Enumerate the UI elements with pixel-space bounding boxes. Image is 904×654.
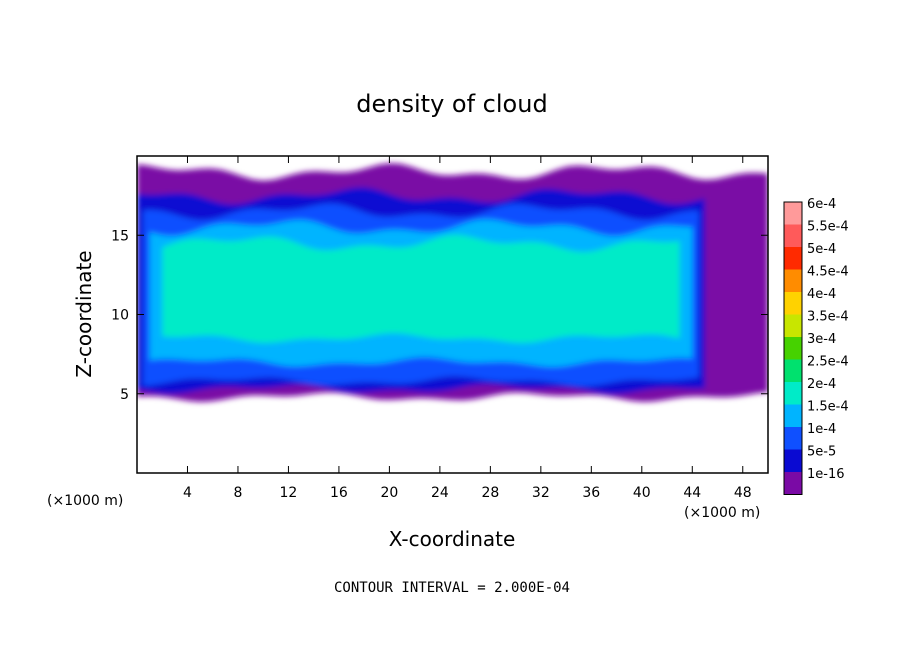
y-axis-label: Z-coordinate: [72, 250, 96, 377]
colorbar-swatch: [784, 382, 802, 405]
cloud-region-2e-4: [162, 234, 680, 344]
x-tick-label: 44: [683, 485, 701, 501]
x-tick-label: 20: [380, 485, 398, 501]
colorbar-swatch: [784, 404, 802, 427]
colorbar-label: 3e-4: [807, 332, 836, 347]
x-tick-label: 16: [330, 485, 348, 501]
colorbar-label: 1e-16: [807, 467, 845, 482]
x-tick-label: 40: [633, 485, 651, 501]
colorbar-label: 5.5e-4: [807, 220, 849, 235]
y-tick-label: 15: [111, 228, 129, 244]
colorbar-swatch: [784, 472, 802, 495]
colorbar-label: 2.5e-4: [807, 355, 849, 370]
chart-title: density of cloud: [356, 90, 547, 118]
colorbar-label: 3.5e-4: [807, 310, 849, 325]
x-axis: 4 8 12 16 20 24 28 32 36 40 44 48: [183, 156, 752, 501]
colorbar-label: 1.5e-4: [807, 400, 849, 415]
colorbar-frame: [783, 201, 803, 495]
colorbar-label: 2e-4: [807, 377, 836, 392]
colorbar-label: 6e-4: [807, 197, 836, 212]
x-tick-label: 8: [233, 485, 242, 501]
y-tick-label: 5: [120, 387, 129, 403]
x-axis-label: X-coordinate: [389, 527, 516, 551]
colorbar-swatch: [784, 359, 802, 382]
colorbar-label: 5e-5: [807, 445, 836, 460]
x-tick-label: 32: [532, 485, 550, 501]
cloud-density-field: [137, 163, 768, 402]
x-tick-label: 36: [582, 485, 600, 501]
y-axis: 5 10 15: [111, 228, 768, 403]
x-tick-label: 12: [280, 485, 298, 501]
x-tick-label: 48: [734, 485, 752, 501]
y-units-label: (×1000 m): [684, 505, 760, 521]
x-units-label: (×1000 m): [47, 493, 123, 509]
colorbar-swatch: [784, 337, 802, 360]
colorbar-swatch: [784, 292, 802, 315]
colorbar-swatch: [784, 247, 802, 270]
y-tick-label: 10: [111, 308, 129, 324]
colorbar-swatch: [784, 314, 802, 337]
colorbar-label: 1e-4: [807, 422, 836, 437]
contour-interval-label: CONTOUR INTERVAL = 2.000E-04: [334, 580, 570, 596]
x-tick-label: 28: [481, 485, 499, 501]
x-tick-label: 4: [183, 485, 192, 501]
colorbar-swatch: [784, 427, 802, 450]
x-tick-label: 24: [431, 485, 449, 501]
colorbar-label: 4e-4: [807, 287, 836, 302]
colorbar: 6e-4 5.5e-4 5e-4 4.5e-4 4e-4 3.5e-4 3e-4 2.5e-4…: [783, 197, 849, 495]
colorbar-label: 5e-4: [807, 242, 836, 257]
cloud-layers: [137, 163, 768, 402]
colorbar-label: 4.5e-4: [807, 265, 849, 280]
colorbar-swatch: [784, 269, 802, 292]
colorbar-swatch: [784, 202, 802, 225]
colorbar-swatch: [784, 224, 802, 247]
colorbar-swatch: [784, 449, 802, 472]
